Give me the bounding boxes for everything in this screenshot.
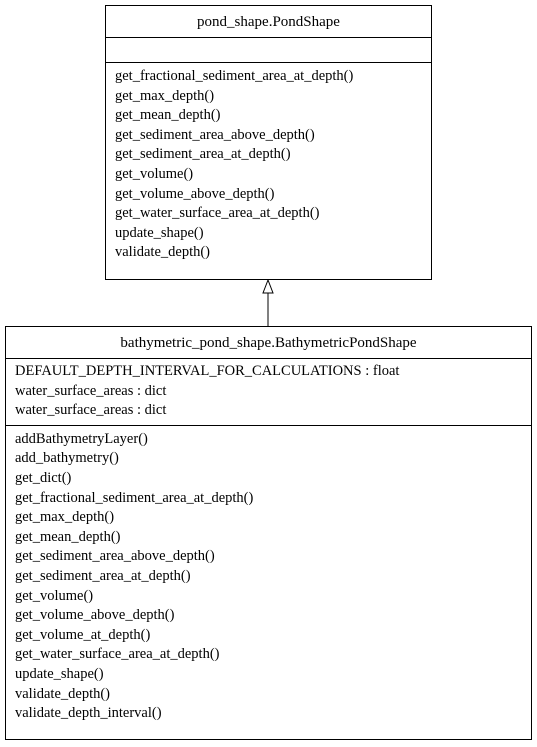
method-item: get_volume() bbox=[15, 587, 94, 604]
method-item: get_water_surface_area_at_depth() bbox=[15, 646, 220, 663]
method-item: get_sediment_area_at_depth() bbox=[15, 567, 191, 584]
method-item: get_water_surface_area_at_depth() bbox=[115, 205, 320, 222]
method-item: validate_depth() bbox=[115, 244, 211, 261]
method-item: validate_depth() bbox=[15, 685, 111, 702]
method-item: update_shape() bbox=[115, 224, 204, 241]
methods-section: addBathymetryLayer() add_bathymetry() get_… bbox=[6, 424, 531, 727]
method-item: get_volume_above_depth() bbox=[115, 185, 275, 202]
attributes-section: DEFAULT_DEPTH_INTERVAL_FOR_CALCULATIONS … bbox=[6, 358, 531, 425]
methods-section: get_fractional_sediment_area_at_depth()g… bbox=[106, 62, 431, 266]
method-item: get_volume_above_depth() bbox=[15, 607, 175, 624]
attribute-item: DEFAULT_DEPTH_INTERVAL_FOR_CALCULATIONS … bbox=[15, 363, 400, 379]
attribute-item: water_surface_areas : dict bbox=[15, 402, 167, 419]
method-item: validate_depth_interval() bbox=[15, 705, 162, 722]
class-name: pond_shape.PondShape bbox=[197, 14, 340, 30]
class-box-pond-shape: pond_shape.PondShape get_fractional_sedi… bbox=[105, 5, 432, 280]
class-name: bathymetric_pond_shape.BathymetricPondSh… bbox=[120, 335, 417, 351]
inheritance-arrowhead-icon bbox=[262, 278, 274, 294]
method-item: get_fractional_sediment_area_at_depth() bbox=[115, 68, 354, 84]
method-item: get_mean_depth() bbox=[115, 107, 221, 124]
method-item: get_volume() bbox=[115, 165, 194, 182]
method-item: get_max_depth() bbox=[15, 509, 115, 526]
method-item: get_max_depth() bbox=[115, 87, 215, 104]
method-item: get_dict() bbox=[15, 469, 72, 486]
method-item: add_bathymetry() bbox=[15, 450, 119, 467]
class-box-bathymetric-pond-shape: bathymetric_pond_shape.BathymetricPondSh… bbox=[5, 326, 532, 740]
method-item: get_sediment_area_above_depth() bbox=[15, 548, 215, 565]
method-item: get_mean_depth() bbox=[15, 528, 121, 545]
attributes-section bbox=[106, 37, 431, 62]
attribute-item: water_surface_areas : dict bbox=[15, 382, 167, 399]
method-item: get_sediment_area_above_depth() bbox=[115, 126, 315, 143]
method-item: get_sediment_area_at_depth() bbox=[115, 146, 291, 163]
method-item: update_shape() bbox=[15, 665, 104, 682]
method-item: addBathymetryLayer() bbox=[15, 430, 148, 447]
method-item: get_volume_at_depth() bbox=[15, 626, 151, 643]
method-item: get_fractional_sediment_area_at_depth() bbox=[15, 489, 254, 506]
